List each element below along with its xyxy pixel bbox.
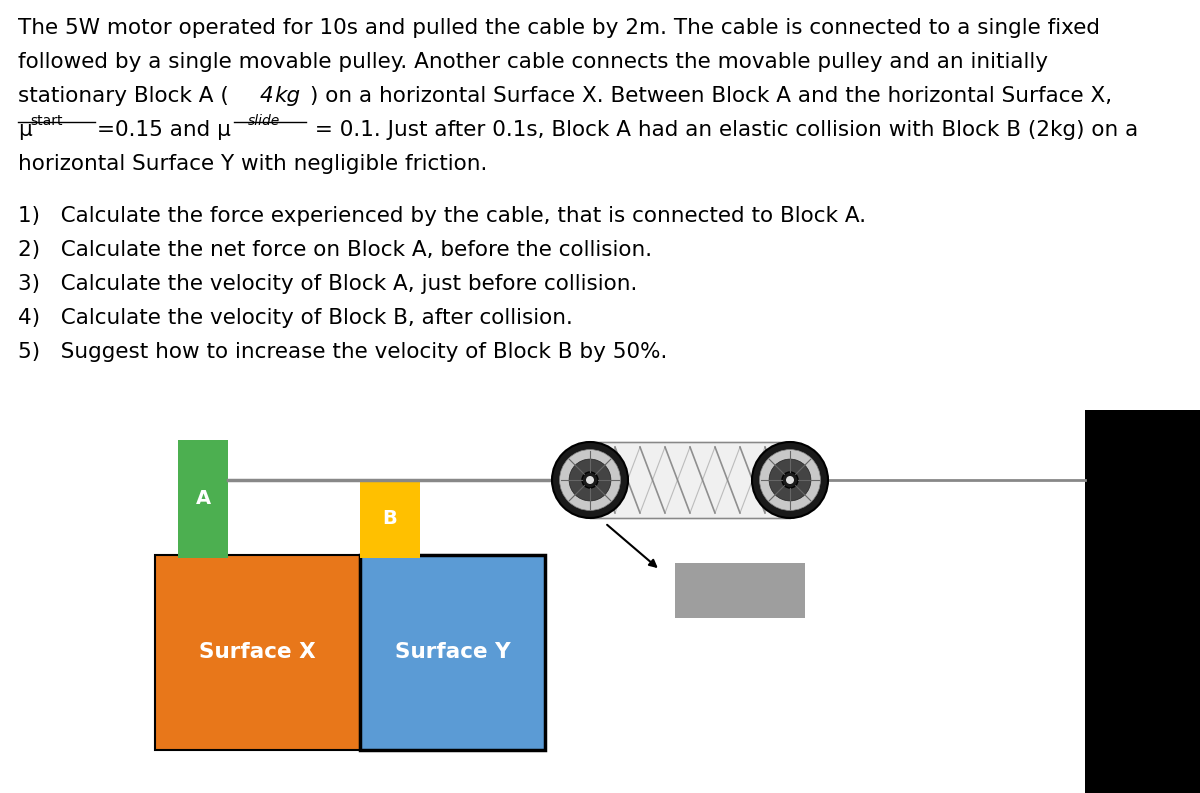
Text: Motor: Motor [712, 580, 768, 600]
Text: 3)   Calculate the velocity of Block A, just before collision.: 3) Calculate the velocity of Block A, ju… [18, 274, 637, 294]
Text: The 5W motor operated for 10s and pulled the cable by 2m. The cable is connected: The 5W motor operated for 10s and pulled… [18, 18, 1100, 38]
Bar [590, 442, 790, 518]
Circle shape [586, 476, 594, 484]
Text: horizontal Surface Y with negligible friction.: horizontal Surface Y with negligible fri… [18, 154, 487, 174]
Text: μ: μ [18, 120, 31, 140]
Circle shape [786, 476, 794, 484]
Circle shape [782, 472, 798, 488]
Circle shape [559, 450, 620, 511]
Circle shape [582, 472, 598, 488]
Circle shape [760, 450, 821, 511]
Circle shape [552, 442, 628, 518]
Bar [155, 555, 360, 750]
Text: = 0.1. Just after 0.1s, Block A had an elastic collision with Block B (2kg) on a: = 0.1. Just after 0.1s, Block A had an e… [308, 120, 1139, 140]
Circle shape [752, 442, 828, 518]
Text: 2)   Calculate the net force on Block A, before the collision.: 2) Calculate the net force on Block A, b… [18, 240, 652, 260]
Text: A: A [196, 489, 210, 508]
Bar [1085, 410, 1200, 793]
Text: =0.15 and μ: =0.15 and μ [97, 120, 230, 140]
Circle shape [769, 459, 811, 501]
FancyBboxPatch shape [674, 562, 805, 618]
Text: 5)   Suggest how to increase the velocity of Block B by 50%.: 5) Suggest how to increase the velocity … [18, 342, 667, 362]
Text: Surface Y: Surface Y [395, 642, 510, 662]
Text: 1)   Calculate the force experienced by the cable, that is connected to Block A.: 1) Calculate the force experienced by th… [18, 206, 866, 226]
Circle shape [569, 459, 611, 501]
Bar [360, 555, 545, 750]
Text: 4: 4 [260, 86, 274, 106]
Text: kg: kg [274, 86, 300, 106]
Bar [360, 480, 420, 558]
Text: slide: slide [248, 114, 281, 128]
Text: followed by a single movable pulley. Another cable connects the movable pulley a: followed by a single movable pulley. Ano… [18, 52, 1048, 72]
Text: B: B [383, 509, 397, 528]
Text: stationary Block A (: stationary Block A ( [18, 86, 229, 106]
Text: start: start [30, 114, 62, 128]
Bar [178, 440, 228, 558]
Text: Surface X: Surface X [199, 642, 316, 662]
Text: 4)   Calculate the velocity of Block B, after collision.: 4) Calculate the velocity of Block B, af… [18, 308, 572, 328]
Text: ) on a horizontal Surface X. Between Block A and the horizontal Surface X,: ) on a horizontal Surface X. Between Blo… [310, 86, 1112, 106]
